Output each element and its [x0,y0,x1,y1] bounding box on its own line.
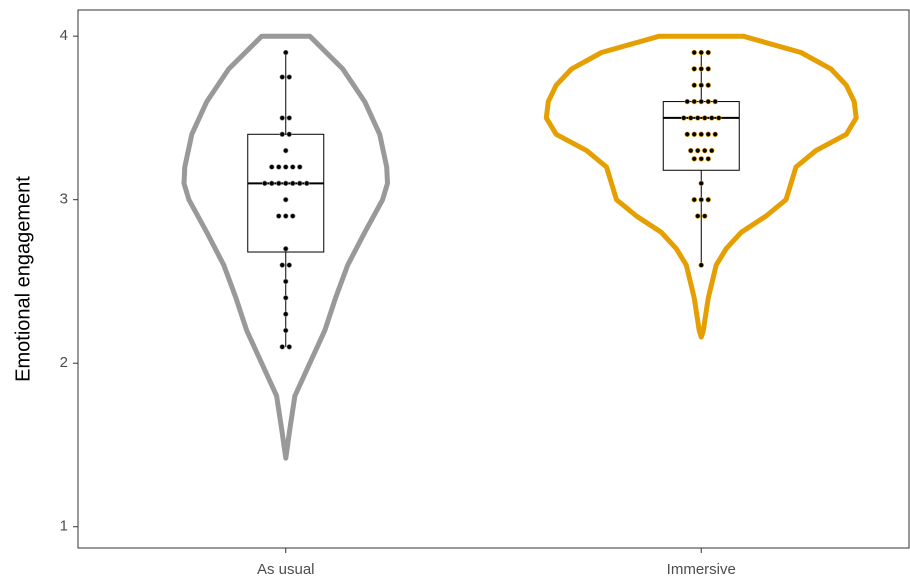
point [702,213,708,219]
point [695,213,701,219]
point [691,131,697,137]
point [283,196,289,203]
point [283,278,289,285]
point [705,156,711,162]
y-tick-label: 4 [60,27,68,44]
point [283,295,289,301]
point [276,213,282,219]
point [286,115,292,121]
point [283,164,289,170]
point [684,98,690,105]
y-tick-label: 2 [60,354,68,371]
point [286,131,292,137]
panel-border [77,9,910,549]
point [702,147,708,154]
point [705,82,711,88]
point [709,147,715,154]
y-tick-label: 3 [60,191,68,208]
point [283,311,289,317]
point [283,49,289,56]
box [247,133,325,253]
point [269,180,275,187]
violin [181,33,390,461]
point [695,147,701,154]
point [279,115,285,121]
point [276,164,282,170]
point [286,262,292,268]
point [698,98,704,105]
point [279,262,285,268]
point [691,82,697,88]
point [705,196,711,203]
point [712,131,718,137]
point [688,147,694,154]
point [290,180,296,187]
point [716,115,722,121]
point [262,180,268,187]
point [691,156,697,162]
x-tick-label: Immersive [667,561,736,578]
point [709,115,715,121]
point [691,49,697,56]
point [705,98,711,105]
point [290,164,296,170]
point [705,131,711,137]
violin [543,33,859,340]
point [681,115,687,121]
point [297,164,303,170]
point [698,131,704,137]
point [705,49,711,56]
point [279,74,285,80]
point [283,327,289,334]
y-axis-label: Emotional engagement [12,176,34,382]
point [283,147,289,154]
point [698,196,704,203]
point [698,262,704,268]
y-tick-label: 1 [60,518,68,535]
point [702,115,708,121]
point [698,82,704,88]
point [712,98,718,105]
point [691,66,697,72]
point [695,115,701,121]
point [283,246,289,252]
point [290,213,296,219]
point [698,180,704,187]
point [286,74,292,80]
point [705,66,711,72]
point [698,156,704,162]
point [279,131,285,137]
point [283,213,289,219]
point [297,180,303,187]
point [684,131,690,137]
point [283,180,289,187]
point [698,49,704,56]
x-tick-label: As usual [257,561,315,578]
point [698,66,704,72]
point [276,180,282,187]
point [279,344,285,350]
point [286,344,292,350]
point [691,98,697,105]
point [304,180,310,187]
point [688,115,694,121]
point [269,164,275,170]
point [691,196,697,203]
